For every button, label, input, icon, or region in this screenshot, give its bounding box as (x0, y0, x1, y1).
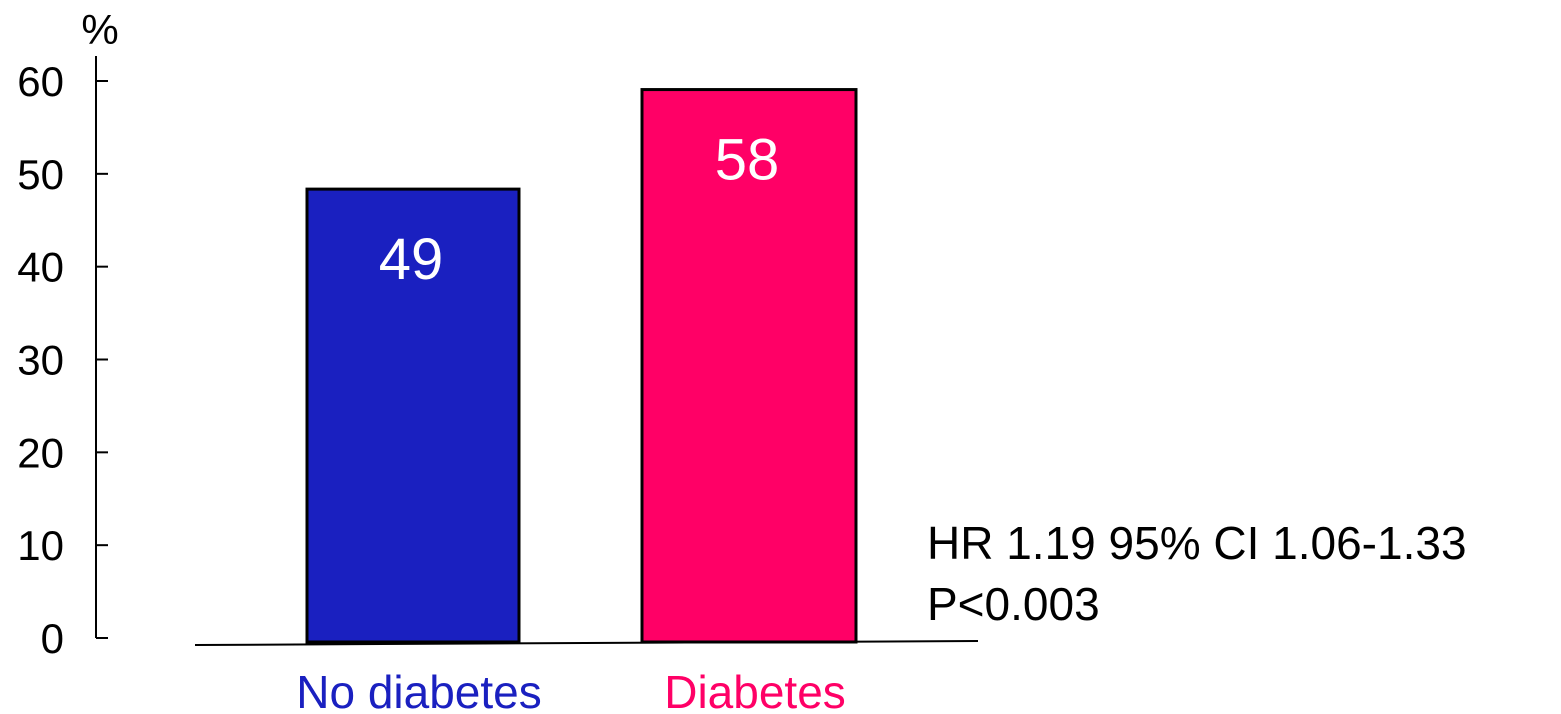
category-label: No diabetes (296, 666, 542, 714)
y-axis-ticks: 0 10 20 30 40 50 60 (17, 58, 108, 662)
bar-no-diabetes (305, 187, 521, 644)
bar-value-label: 58 (715, 128, 780, 193)
category-labels: No diabetes Diabetes (296, 666, 846, 714)
y-tick-label: 50 (17, 151, 64, 198)
bar-diabetes (640, 88, 858, 644)
bars (305, 88, 858, 644)
y-tick-label: 40 (17, 244, 64, 291)
y-axis-unit-label: % (81, 6, 118, 53)
bar-value-labels: 49 58 (379, 128, 780, 293)
bar-value-label: 49 (379, 227, 444, 292)
category-label: Diabetes (664, 666, 846, 714)
y-tick-label: 60 (17, 58, 64, 105)
y-tick-label: 0 (41, 615, 64, 662)
p-value-annotation: P<0.003 (927, 578, 1100, 630)
y-tick-label: 10 (17, 522, 64, 569)
hazard-ratio-annotation: HR 1.19 95% CI 1.06-1.33 (927, 517, 1467, 569)
y-tick-label: 20 (17, 429, 64, 476)
y-tick-label: 30 (17, 337, 64, 384)
